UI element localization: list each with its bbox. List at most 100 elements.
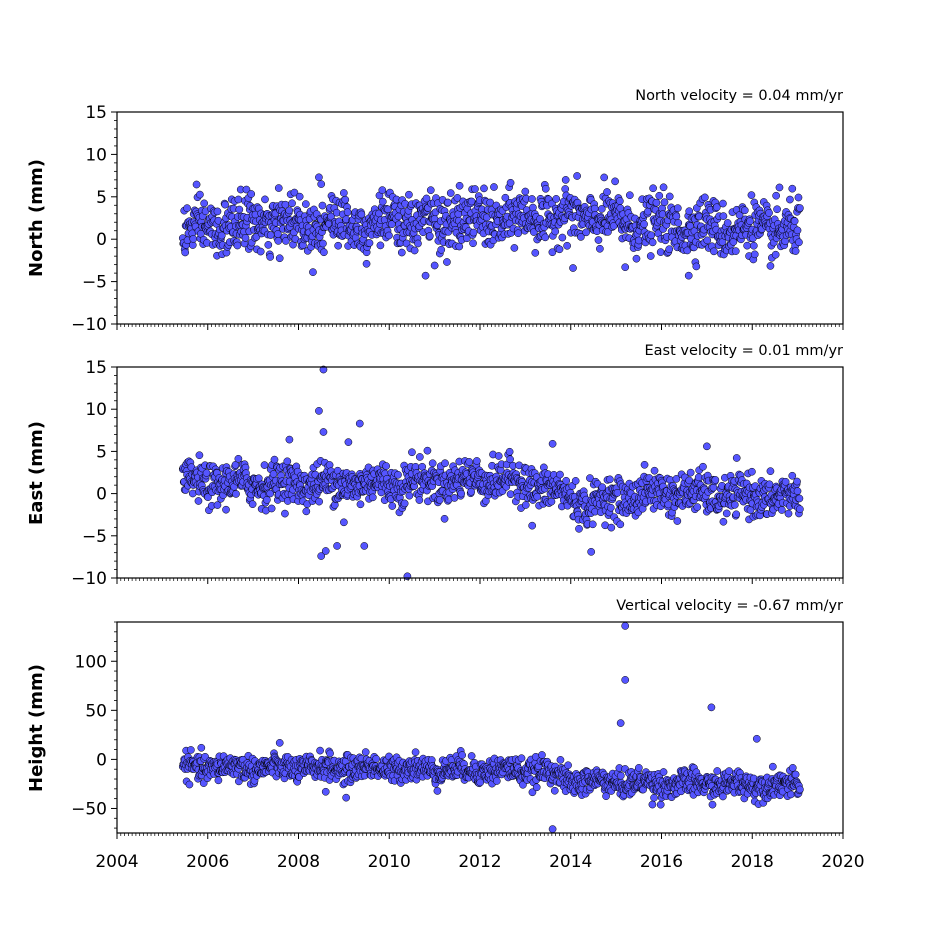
outlier-point: [317, 180, 326, 188]
data-point: [531, 249, 540, 257]
data-point: [588, 520, 597, 529]
data-point: [254, 474, 263, 483]
data-point: [563, 241, 571, 250]
x-tick-label: 2014: [549, 852, 592, 872]
data-point: [319, 239, 327, 248]
data-point: [233, 241, 242, 250]
data-point: [222, 505, 230, 514]
outlier-point: [421, 271, 430, 280]
data-point: [368, 493, 377, 502]
data-point: [709, 483, 718, 492]
data-point: [295, 192, 304, 201]
data-point: [266, 489, 275, 498]
data-point: [234, 195, 243, 204]
data-point: [267, 504, 276, 513]
data-point: [693, 503, 702, 511]
data-point: [473, 457, 481, 465]
data-point: [382, 462, 390, 470]
data-point: [616, 771, 625, 780]
x-axis-tick-labels: 2004 2006 2008 2010 2012 2014 2016 2018 2020: [95, 852, 864, 872]
data-point: [471, 185, 479, 193]
data-point: [551, 227, 560, 236]
data-point: [655, 191, 664, 200]
data-point: [282, 237, 290, 245]
x-tick-label: 2006: [186, 852, 229, 872]
data-point: [457, 489, 466, 498]
data-point: [275, 254, 284, 263]
data-point: [501, 193, 510, 202]
data-point: [732, 510, 741, 519]
data-point: [659, 183, 668, 192]
east-y-tick-label: 10: [85, 400, 107, 420]
data-point: [528, 788, 537, 797]
outlier-point: [621, 676, 630, 684]
north-velocity-label: North velocity = 0.04 mm/yr: [635, 88, 843, 104]
height-y-tick-label: 50: [85, 701, 107, 721]
data-point: [270, 455, 279, 464]
data-point: [600, 173, 609, 182]
outlier-point: [548, 439, 557, 448]
outlier-point: [707, 703, 716, 712]
data-point: [385, 231, 393, 240]
data-point: [465, 458, 474, 466]
height-y-axis-label: Height (mm): [26, 664, 47, 792]
outlier-point: [355, 419, 364, 428]
data-point: [315, 497, 323, 506]
data-point: [181, 248, 190, 257]
data-point: [712, 203, 721, 212]
data-point: [750, 250, 759, 259]
data-point: [672, 212, 681, 221]
data-point: [788, 471, 797, 480]
north-panel: 15 10 5 0 −5 −10 North velocity = 0.04 mm/yr No…: [26, 88, 844, 335]
data-point: [316, 746, 324, 755]
data-point: [552, 195, 561, 203]
data-point: [378, 197, 387, 206]
data-point: [281, 509, 289, 518]
data-point: [660, 198, 669, 207]
data-point: [302, 507, 311, 516]
data-point: [275, 739, 284, 747]
data-point: [405, 190, 413, 199]
data-point: [582, 228, 590, 237]
data-point: [719, 517, 728, 526]
x-tick-label: 2018: [731, 852, 774, 872]
data-point: [640, 220, 648, 228]
x-tick-label: 2016: [640, 852, 683, 872]
height-data-points: [178, 622, 804, 833]
data-point: [505, 447, 514, 456]
data-point: [746, 217, 754, 226]
data-point: [609, 222, 618, 230]
data-point: [793, 226, 802, 235]
data-point: [192, 180, 201, 189]
data-point: [444, 198, 452, 207]
data-point: [788, 184, 797, 193]
data-point: [635, 764, 643, 772]
data-point: [506, 490, 515, 499]
data-point: [596, 244, 604, 253]
outlier-point: [285, 435, 294, 444]
data-point: [241, 234, 250, 242]
data-point: [795, 494, 804, 503]
data-point: [440, 514, 449, 523]
data-point: [510, 244, 519, 252]
data-point: [327, 212, 335, 221]
data-point: [455, 242, 464, 251]
data-point: [453, 194, 462, 202]
data-point: [521, 187, 530, 196]
data-point: [562, 476, 571, 485]
data-point: [796, 785, 804, 794]
outlier-point: [455, 181, 464, 190]
data-point: [646, 252, 655, 260]
outlier-point: [616, 719, 625, 727]
data-point: [613, 488, 622, 497]
data-point: [656, 248, 665, 256]
outlier-point: [344, 438, 353, 446]
data-point: [433, 787, 442, 795]
east-y-tick-label: −10: [71, 569, 107, 589]
north-y-tick-label: −5: [82, 273, 107, 293]
data-point: [197, 743, 206, 752]
data-point: [416, 453, 424, 461]
x-tick-label: 2010: [368, 852, 411, 872]
data-point: [686, 468, 695, 477]
data-point: [590, 204, 599, 213]
